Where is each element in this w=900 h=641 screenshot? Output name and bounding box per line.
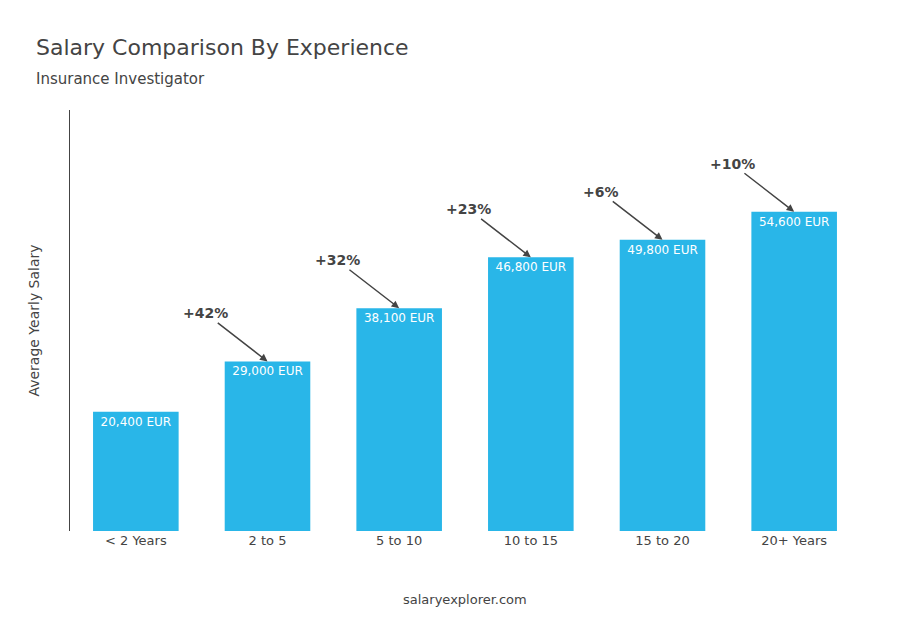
svg-text:15 to 20: 15 to 20 xyxy=(635,533,689,548)
svg-text:Average Yearly Salary: Average Yearly Salary xyxy=(26,244,42,396)
svg-text:20,400 EUR: 20,400 EUR xyxy=(101,415,172,429)
svg-text:+10%: +10% xyxy=(710,156,755,172)
svg-text:Salary Comparison By Experienc: Salary Comparison By Experience xyxy=(36,35,409,60)
svg-text:46,800 EUR: 46,800 EUR xyxy=(496,260,567,274)
svg-text:+23%: +23% xyxy=(446,201,491,217)
svg-text:+42%: +42% xyxy=(183,305,228,321)
svg-text:2 to 5: 2 to 5 xyxy=(249,533,287,548)
svg-text:49,800 EUR: 49,800 EUR xyxy=(627,243,698,257)
svg-text:+32%: +32% xyxy=(315,252,360,268)
svg-text:+6%: +6% xyxy=(583,184,619,200)
svg-text:5 to 10: 5 to 10 xyxy=(376,533,422,548)
svg-text:54,600 EUR: 54,600 EUR xyxy=(759,215,830,229)
svg-text:Insurance Investigator: Insurance Investigator xyxy=(36,70,205,88)
svg-text:38,100 EUR: 38,100 EUR xyxy=(364,311,435,325)
svg-text:10 to 15: 10 to 15 xyxy=(504,533,558,548)
svg-text:< 2 Years: < 2 Years xyxy=(105,533,167,548)
svg-text:20+ Years: 20+ Years xyxy=(761,533,827,548)
svg-text:salaryexplorer.com: salaryexplorer.com xyxy=(403,592,527,607)
svg-text:29,000 EUR: 29,000 EUR xyxy=(232,364,303,378)
